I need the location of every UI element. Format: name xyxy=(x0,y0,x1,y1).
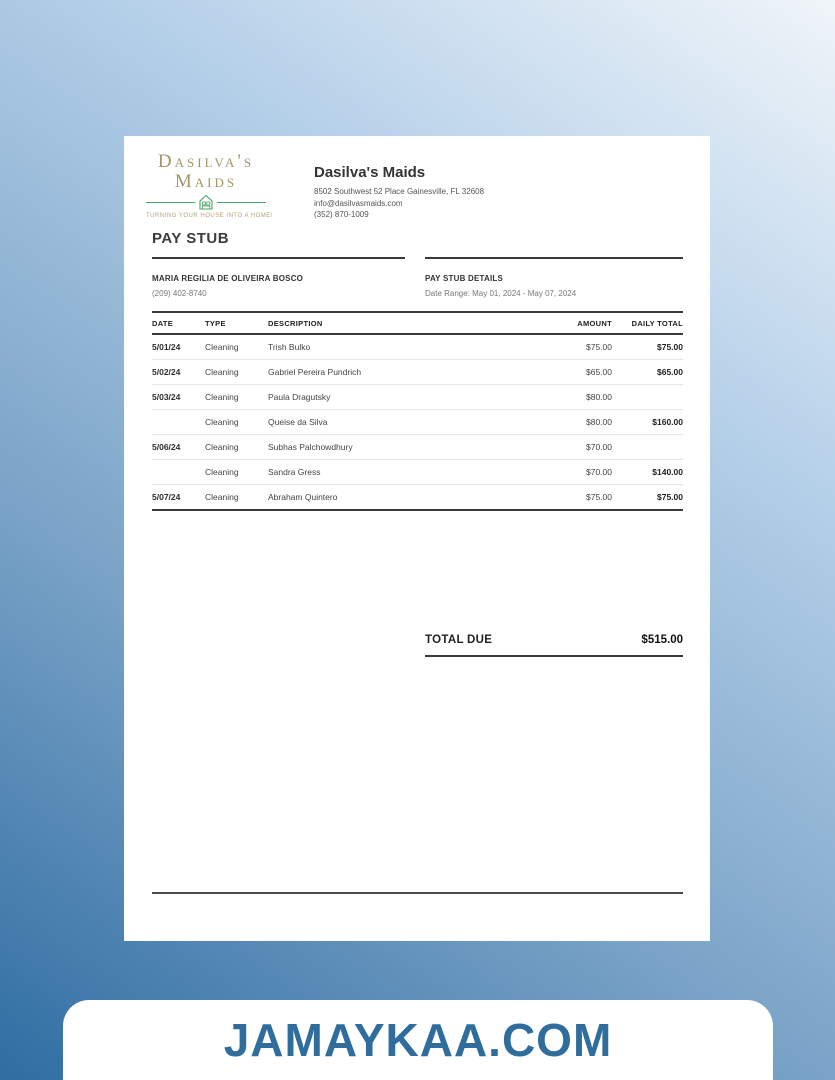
row-description: Queise da Silva xyxy=(268,409,542,435)
company-email: info@dasilvasmaids.com xyxy=(314,198,403,208)
paystub-details: PAY STUB DETAILS Date Range: May 01, 202… xyxy=(425,274,576,298)
row-description: Subhas Palchowdhury xyxy=(268,434,542,460)
row-daily-total: $160.00 xyxy=(612,409,683,435)
page-title: PAY STUB xyxy=(152,230,230,247)
total-due-value: $515.00 xyxy=(641,634,683,646)
row-type: Cleaning xyxy=(205,459,268,485)
header-daily-total: DAILY TOTAL xyxy=(612,311,683,335)
row-date: 5/07/24 xyxy=(152,484,205,511)
row-date xyxy=(152,409,205,435)
row-type: Cleaning xyxy=(205,409,268,435)
row-date: 5/03/24 xyxy=(152,384,205,410)
employee-info: MARIA REGILIA DE OLIVEIRA BOSCO (209) 40… xyxy=(152,274,303,298)
total-due-row: TOTAL DUE $515.00 xyxy=(425,634,683,657)
watermark-text: JAMAYKAA.COM xyxy=(223,1014,613,1066)
row-description: Abraham Quintero xyxy=(268,484,542,511)
table-row: 5/02/24 Cleaning Gabriel Pereira Pundric… xyxy=(152,359,683,385)
row-date: 5/02/24 xyxy=(152,359,205,385)
logo-name-line2: Maids xyxy=(174,171,238,192)
row-amount: $75.00 xyxy=(542,484,612,511)
employee-phone: (209) 402-8740 xyxy=(152,289,207,298)
row-type: Cleaning xyxy=(205,434,268,460)
row-description: Paula Dragutsky xyxy=(268,384,542,410)
company-header: Dasilva's Maids 8502 Southwest 52 Place … xyxy=(314,164,484,221)
row-date xyxy=(152,459,205,485)
header-type: TYPE xyxy=(205,311,268,335)
header-description: DESCRIPTION xyxy=(268,311,542,335)
table-row: 5/07/24 Cleaning Abraham Quintero $75.00… xyxy=(152,484,683,511)
logo-divider xyxy=(146,193,266,211)
table-row: 5/03/24 Cleaning Paula Dragutsky $80.00 xyxy=(152,384,683,410)
row-daily-total: $75.00 xyxy=(612,484,683,511)
row-type: Cleaning xyxy=(205,334,268,360)
table-row: 5/06/24 Cleaning Subhas Palchowdhury $70… xyxy=(152,434,683,460)
row-amount: $70.00 xyxy=(542,459,612,485)
divider-line-left xyxy=(146,201,195,203)
paystub-table: DATE TYPE DESCRIPTION AMOUNT DAILY TOTAL… xyxy=(152,311,683,511)
row-type: Cleaning xyxy=(205,484,268,511)
details-heading: PAY STUB DETAILS xyxy=(425,274,504,283)
row-amount: $80.00 xyxy=(542,384,612,410)
table-row: 5/01/24 Cleaning Trish Bulko $75.00 $75.… xyxy=(152,334,683,360)
company-name: Dasilva's Maids xyxy=(314,164,426,181)
header-amount: AMOUNT xyxy=(542,311,612,335)
watermark-banner: JAMAYKAA.COM xyxy=(63,1000,773,1080)
row-type: Cleaning xyxy=(205,359,268,385)
employee-name: MARIA REGILIA DE OLIVEIRA BOSCO xyxy=(152,274,304,283)
row-description: Trish Bulko xyxy=(268,334,542,360)
logo-name-line1: Dasilva's xyxy=(157,151,255,172)
row-amount: $75.00 xyxy=(542,334,612,360)
title-rule-right xyxy=(425,257,683,259)
table-row: Cleaning Queise da Silva $80.00 $160.00 xyxy=(152,409,683,435)
row-amount: $65.00 xyxy=(542,359,612,385)
divider-line-right xyxy=(217,201,266,203)
table-row: Cleaning Sandra Gress $70.00 $140.00 xyxy=(152,459,683,485)
row-date: 5/06/24 xyxy=(152,434,205,460)
header-date: DATE xyxy=(152,311,205,335)
row-description: Gabriel Pereira Pundrich xyxy=(268,359,542,385)
row-daily-total: $75.00 xyxy=(612,334,683,360)
row-type: Cleaning xyxy=(205,384,268,410)
logo-tagline: TURNING YOUR HOUSE INTO A HOME! xyxy=(146,213,273,219)
row-daily-total xyxy=(612,434,683,460)
table-header: DATE TYPE DESCRIPTION AMOUNT DAILY TOTAL xyxy=(152,311,683,335)
title-rule-left xyxy=(152,257,405,259)
row-date: 5/01/24 xyxy=(152,334,205,360)
row-daily-total: $65.00 xyxy=(612,359,683,385)
house-icon xyxy=(197,193,215,211)
row-daily-total: $140.00 xyxy=(612,459,683,485)
row-amount: $80.00 xyxy=(542,409,612,435)
row-description: Sandra Gress xyxy=(268,459,542,485)
footer-rule xyxy=(152,892,683,894)
row-daily-total xyxy=(612,384,683,410)
company-phone: (352) 870-1009 xyxy=(314,210,369,219)
company-logo: Dasilva's Maids TURNING YOUR HOUSE INTO … xyxy=(146,151,273,219)
row-amount: $70.00 xyxy=(542,434,612,460)
company-address: 8502 Southwest 52 Place Gainesville, FL … xyxy=(314,187,485,196)
details-date-range: Date Range: May 01, 2024 - May 07, 2024 xyxy=(425,289,577,298)
paystub-document: Dasilva's Maids TURNING YOUR HOUSE INTO … xyxy=(124,136,710,941)
total-due-label: TOTAL DUE xyxy=(425,634,493,646)
